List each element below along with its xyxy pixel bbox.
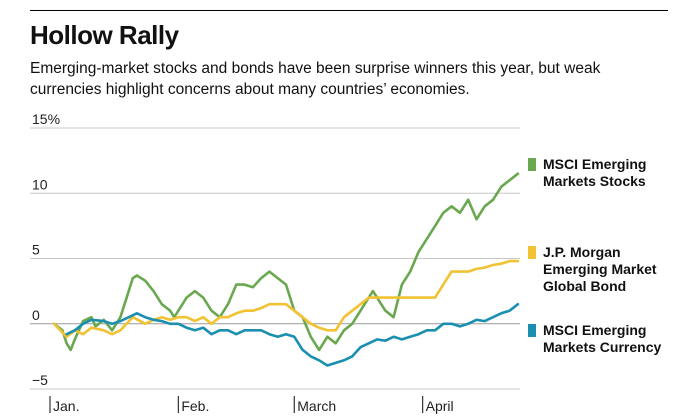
y-tick-label: 0: [32, 307, 40, 323]
legend-label-1: J.P. Morgan: [543, 244, 621, 260]
y-axis-tick-labels: 15% 10 5 0 −5: [32, 111, 60, 388]
x-tick-label: March: [297, 398, 336, 414]
legend-label-1: Global Bond: [543, 278, 626, 294]
top-rule: [30, 10, 668, 11]
y-tick-label: 5: [32, 242, 40, 258]
legend-label-0: MSCI Emerging: [543, 156, 646, 172]
series-line-0: [52, 172, 520, 352]
chart-subtitle: Emerging-market stocks and bonds have be…: [30, 60, 601, 98]
legend-swatch-0: [528, 158, 536, 171]
legend-label-0: Markets Stocks: [543, 173, 646, 189]
y-tick-label: 15%: [32, 111, 60, 127]
x-tick-label: Jan.: [53, 398, 79, 414]
legend-label-1: Emerging Market: [543, 261, 657, 277]
legend-label-2: Markets Currency: [543, 339, 661, 355]
legend-swatch-2: [528, 324, 536, 337]
series-line-2: [65, 302, 520, 367]
x-tick-label: April: [426, 398, 454, 414]
series-line-1: [52, 259, 520, 339]
series-lines: [52, 172, 520, 367]
legend-label-2: MSCI Emerging: [543, 322, 646, 338]
y-tick-label: 10: [32, 176, 48, 192]
y-tick-label: −5: [32, 372, 48, 388]
x-tick-label: Feb.: [181, 398, 209, 414]
legend-swatch-1: [528, 246, 536, 259]
gridlines: [30, 127, 520, 390]
chart-title: Hollow Rally: [30, 20, 179, 50]
x-axis: Jan. Feb. March April: [49, 396, 454, 414]
